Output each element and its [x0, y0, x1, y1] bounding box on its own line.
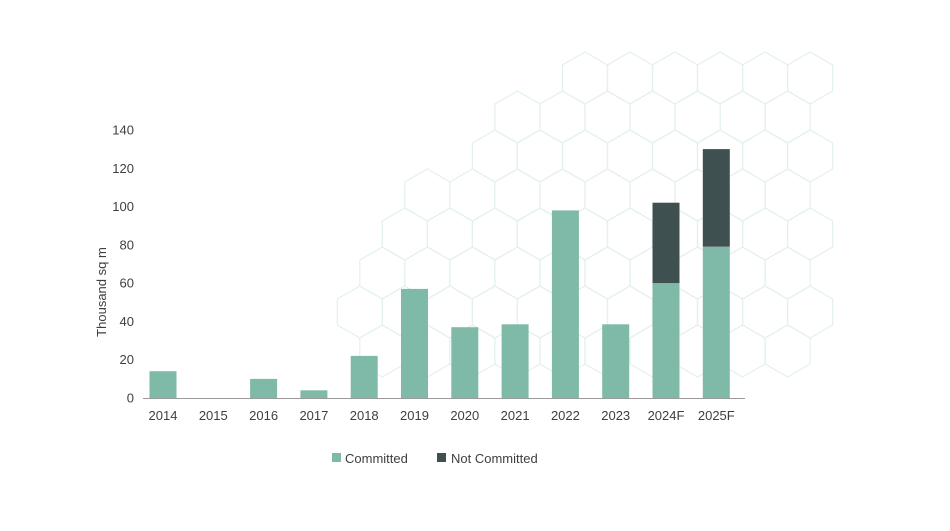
bar-committed-2014	[149, 371, 177, 398]
y-axis-title: Thousand sq m	[94, 247, 109, 337]
hexagon-decoration	[741, 285, 789, 339]
x-tick-label: 2020	[450, 408, 479, 423]
x-axis: 2014 2015 2016 2017 2018 2019 2020 2021 2022 2023…	[149, 408, 735, 423]
bar-committed-2019	[401, 288, 428, 398]
hexagon-decoration	[471, 129, 519, 183]
hexagon-decoration	[584, 246, 631, 300]
hexagon-decoration	[494, 90, 541, 144]
y-tick-label: 0	[127, 391, 134, 406]
hexagon-decoration	[741, 51, 789, 105]
hexagon-decoration	[629, 90, 676, 144]
x-tick-label: 2023	[601, 408, 630, 423]
hexagon-decoration	[741, 129, 789, 183]
x-tick-label: 2025F	[698, 408, 735, 423]
bar-committed-2024F	[652, 283, 680, 398]
hexagon-decoration	[561, 51, 609, 105]
y-tick-label: 120	[112, 161, 134, 176]
legend-swatch-committed	[332, 453, 341, 462]
hexagon-decoration	[494, 168, 541, 222]
hexagon-decoration	[449, 246, 496, 300]
bar-committed-2017	[300, 390, 328, 398]
bar-committed-2018	[350, 355, 378, 398]
legend-label-not-committed: Not Committed	[451, 451, 538, 466]
legend-label-committed: Committed	[345, 451, 408, 466]
bar-not-committed-2025F	[702, 149, 730, 247]
x-tick-label: 2014	[149, 408, 178, 423]
hexagon-decoration	[516, 129, 564, 183]
bar-committed-2020	[451, 327, 479, 398]
hexagon-decoration	[561, 129, 609, 183]
x-tick-label: 2021	[501, 408, 530, 423]
bars	[149, 149, 730, 398]
hexagon-decoration	[471, 207, 519, 261]
hexagon-decoration	[606, 51, 654, 105]
hexagon-decoration	[786, 129, 834, 183]
x-tick-label: 2019	[400, 408, 429, 423]
y-tick-label: 60	[120, 276, 134, 291]
hexagon-decoration	[539, 90, 586, 144]
y-tick-label: 20	[120, 352, 134, 367]
hexagon-decoration	[606, 129, 654, 183]
hexagon-decoration	[651, 51, 699, 105]
hexagon-decoration	[764, 246, 811, 300]
y-tick-label: 80	[120, 237, 134, 252]
y-tick-label: 40	[120, 314, 134, 329]
hexagon-decoration	[764, 168, 811, 222]
hexagon-decoration	[606, 207, 654, 261]
hexagon-decoration	[426, 207, 473, 261]
hexagon-decoration	[719, 90, 766, 144]
bar-committed-2021	[501, 324, 529, 398]
hexagon-decoration	[651, 129, 699, 183]
x-tick-label: 2022	[551, 408, 580, 423]
hexagon-decoration	[449, 168, 496, 222]
hexagon-decoration	[494, 246, 541, 300]
hexagon-decoration	[786, 285, 834, 339]
x-tick-label: 2024F	[648, 408, 685, 423]
x-tick-label: 2017	[299, 408, 328, 423]
hexagon-decoration	[786, 51, 834, 105]
bar-committed-2016	[250, 378, 278, 398]
y-axis: 0 20 40 60 80 100 120 140	[112, 123, 134, 406]
hexagon-decoration	[764, 90, 811, 144]
hexagon-decoration	[404, 168, 451, 222]
hexagon-decoration	[786, 207, 834, 261]
y-tick-label: 100	[112, 199, 134, 214]
y-tick-label: 140	[112, 123, 134, 138]
hexagon-decoration	[696, 51, 744, 105]
hexagon-decoration	[381, 207, 428, 261]
bar-not-committed-2024F	[652, 202, 680, 284]
x-tick-label: 2018	[350, 408, 379, 423]
hexagon-decoration	[584, 90, 631, 144]
hexagon-decoration	[584, 168, 631, 222]
bar-committed-2023	[602, 324, 630, 398]
hexagon-decoration	[336, 285, 383, 339]
hexagon-decoration	[764, 324, 811, 378]
legend: Committed Not Committed	[332, 451, 538, 466]
hexagon-decoration	[741, 207, 789, 261]
hexagon-decoration	[674, 90, 721, 144]
legend-swatch-not-committed	[437, 453, 446, 462]
bar-committed-2025F	[702, 246, 730, 398]
x-tick-label: 2016	[249, 408, 278, 423]
x-tick-label: 2015	[199, 408, 228, 423]
hexagon-decoration	[359, 246, 406, 300]
bar-committed-2022	[551, 210, 579, 398]
